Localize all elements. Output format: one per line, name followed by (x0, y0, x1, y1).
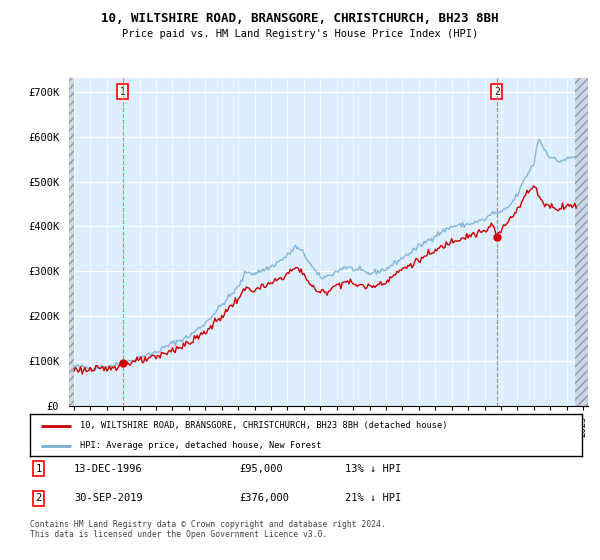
Text: 1: 1 (35, 464, 42, 474)
Text: 2: 2 (494, 86, 500, 96)
Text: 10, WILTSHIRE ROAD, BRANSGORE, CHRISTCHURCH, BH23 8BH: 10, WILTSHIRE ROAD, BRANSGORE, CHRISTCHU… (101, 12, 499, 25)
Text: £376,000: £376,000 (240, 493, 290, 503)
Text: Contains HM Land Registry data © Crown copyright and database right 2024.
This d: Contains HM Land Registry data © Crown c… (30, 520, 386, 539)
Text: 10, WILTSHIRE ROAD, BRANSGORE, CHRISTCHURCH, BH23 8BH (detached house): 10, WILTSHIRE ROAD, BRANSGORE, CHRISTCHU… (80, 421, 447, 430)
Bar (69, 78, 74, 406)
Text: 13% ↓ HPI: 13% ↓ HPI (344, 464, 401, 474)
Text: 21% ↓ HPI: 21% ↓ HPI (344, 493, 401, 503)
Bar (575, 78, 588, 406)
Text: £95,000: £95,000 (240, 464, 284, 474)
Text: 13-DEC-1996: 13-DEC-1996 (74, 464, 143, 474)
Text: 1: 1 (119, 86, 125, 96)
Text: 30-SEP-2019: 30-SEP-2019 (74, 493, 143, 503)
Text: HPI: Average price, detached house, New Forest: HPI: Average price, detached house, New … (80, 441, 321, 450)
Text: 2: 2 (35, 493, 42, 503)
Text: Price paid vs. HM Land Registry's House Price Index (HPI): Price paid vs. HM Land Registry's House … (122, 29, 478, 39)
